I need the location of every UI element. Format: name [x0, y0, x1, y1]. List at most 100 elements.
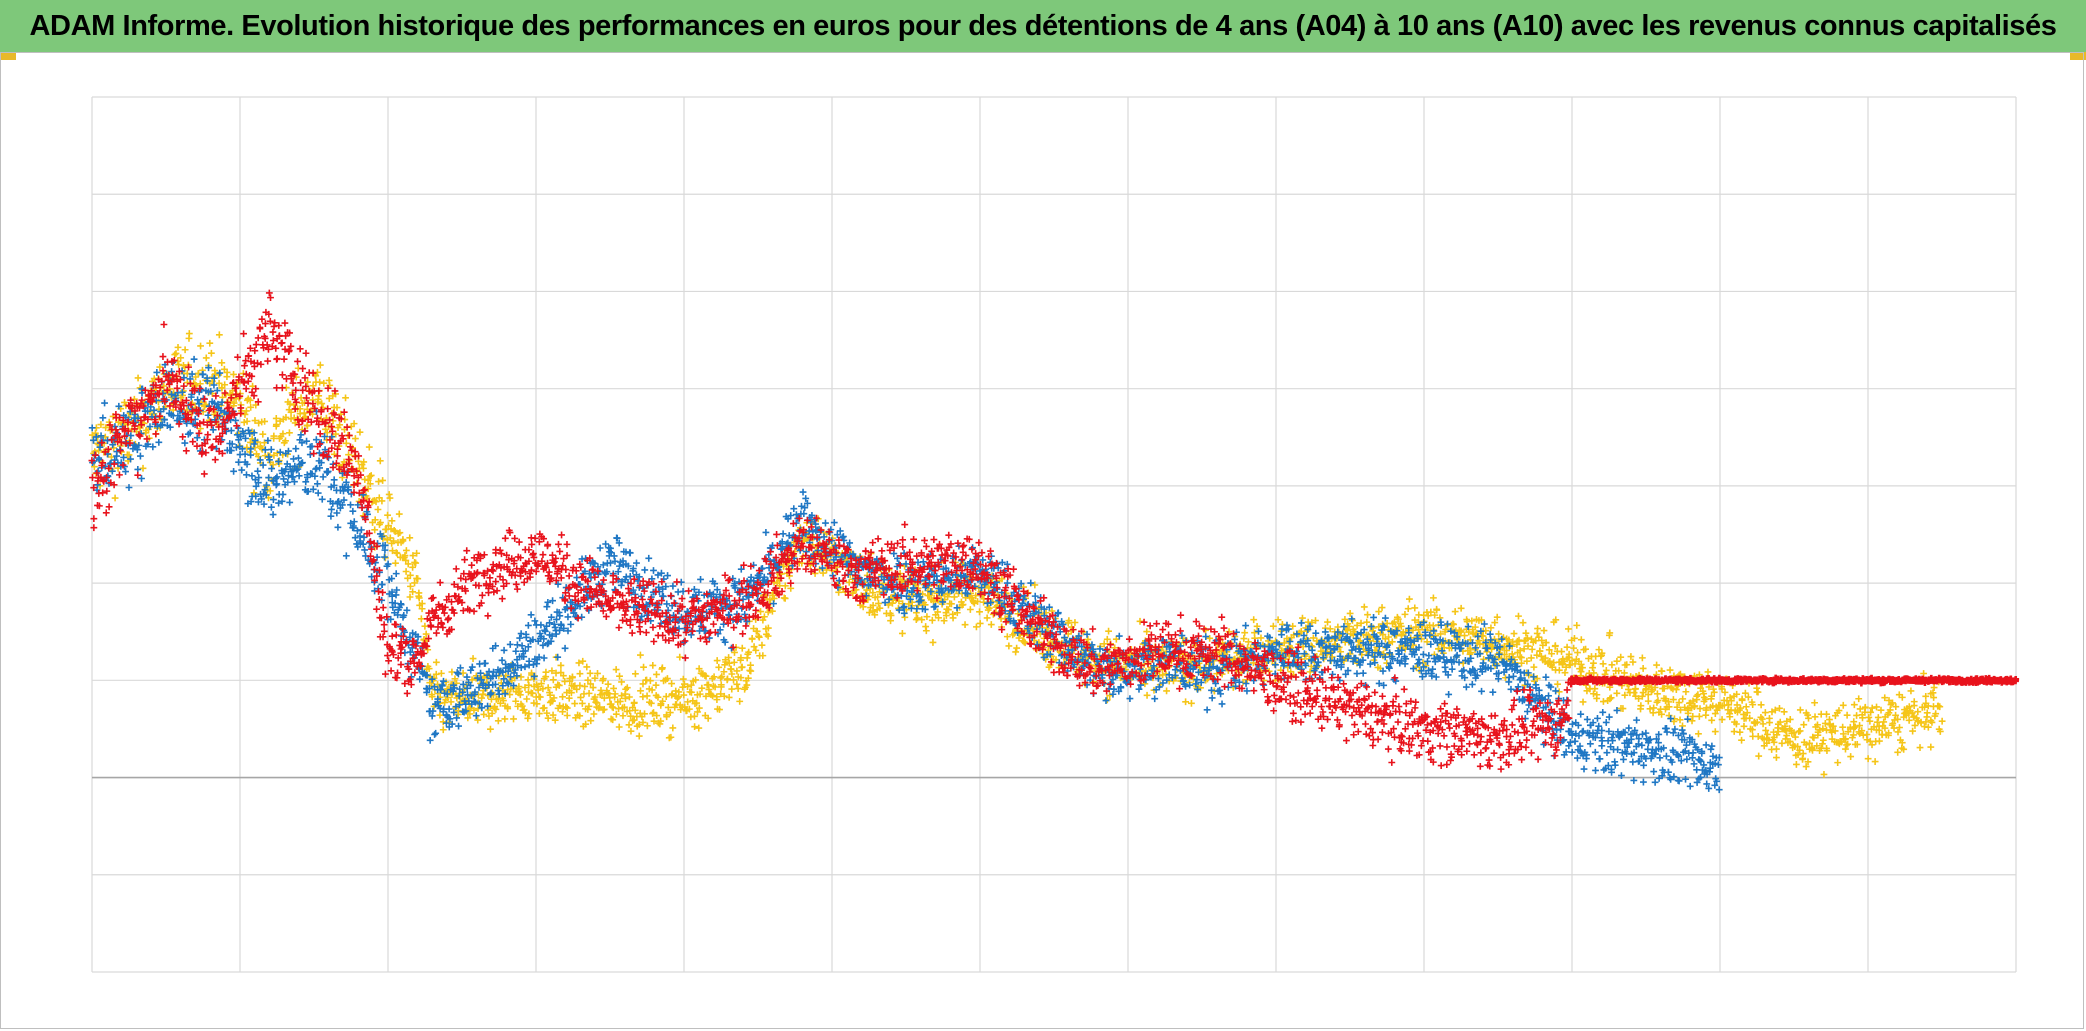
data-point — [1424, 612, 1432, 620]
data-point — [238, 466, 246, 474]
data-point — [769, 607, 776, 615]
data-point — [91, 429, 99, 437]
data-point — [942, 612, 950, 619]
data-point — [1571, 660, 1579, 668]
data-point — [603, 689, 611, 697]
data-point — [105, 503, 113, 511]
data-point — [1542, 639, 1550, 647]
data-point — [360, 458, 368, 466]
data-point — [156, 363, 164, 371]
data-point — [494, 717, 502, 725]
corner-accent-left — [0, 52, 16, 60]
data-point — [639, 680, 647, 688]
data-point — [1437, 630, 1444, 638]
data-point — [1577, 660, 1585, 668]
data-point — [544, 684, 552, 692]
data-point — [421, 622, 429, 630]
data-point — [730, 658, 738, 666]
data-point — [1690, 760, 1698, 768]
data-point — [1473, 629, 1481, 637]
data-point — [1623, 661, 1631, 669]
data-point — [568, 689, 575, 697]
data-point — [330, 476, 338, 484]
data-point — [188, 399, 196, 407]
data-point — [1592, 767, 1599, 774]
data-point — [1577, 668, 1585, 676]
data-point — [304, 421, 311, 429]
data-point — [1627, 653, 1635, 660]
data-point — [1799, 750, 1807, 757]
data-point — [1218, 700, 1226, 708]
data-point — [1397, 622, 1405, 630]
data-point — [1250, 616, 1258, 624]
data-point — [608, 703, 616, 711]
data-point — [637, 651, 644, 659]
data-point — [555, 682, 563, 689]
data-point — [1324, 618, 1331, 626]
data-point — [764, 624, 772, 632]
data-point — [464, 714, 472, 722]
data-point — [1388, 638, 1396, 646]
data-point — [406, 534, 414, 542]
data-point — [713, 696, 721, 704]
data-point — [534, 686, 542, 694]
data-point — [218, 359, 226, 367]
data-point — [781, 582, 789, 590]
data-point — [759, 652, 767, 660]
data-point — [1326, 625, 1334, 633]
data-point — [737, 654, 745, 662]
data-point — [501, 715, 509, 723]
data-point — [1522, 629, 1530, 637]
data-point — [1573, 621, 1581, 629]
data-point — [557, 662, 565, 669]
data-point — [474, 716, 482, 724]
data-point — [506, 641, 514, 648]
data-point — [731, 649, 738, 656]
data-point — [122, 468, 129, 475]
data-point — [1586, 740, 1594, 748]
data-point — [658, 665, 666, 673]
data-point — [630, 716, 638, 724]
data-point — [876, 588, 883, 596]
data-point — [1467, 649, 1475, 656]
data-point — [1638, 654, 1646, 662]
data-point — [653, 712, 661, 719]
data-point — [1102, 697, 1110, 704]
data-point — [1617, 653, 1625, 661]
data-point — [232, 417, 239, 424]
data-point — [364, 476, 372, 484]
data-point — [425, 665, 433, 673]
data-point — [1684, 707, 1692, 714]
data-point — [595, 704, 603, 712]
data-point — [455, 722, 462, 730]
data-point — [1360, 603, 1368, 611]
data-point — [1850, 701, 1858, 709]
chart-title: ADAM Informe. Evolution historique des p… — [29, 9, 2057, 42]
data-point — [1151, 695, 1159, 703]
data-point — [1696, 756, 1704, 764]
data-point — [1379, 631, 1387, 639]
data-point — [312, 465, 320, 473]
data-point — [1401, 610, 1409, 618]
data-point — [454, 670, 462, 678]
data-point — [1415, 626, 1422, 634]
data-point — [1487, 624, 1495, 632]
data-point — [611, 690, 619, 698]
data-point — [524, 714, 532, 722]
data-point — [1545, 692, 1552, 700]
data-point — [366, 472, 374, 480]
data-point — [734, 685, 742, 692]
data-point — [1676, 716, 1684, 724]
data-point — [1537, 652, 1545, 660]
data-point — [691, 712, 698, 720]
data-point — [479, 690, 487, 698]
data-point — [88, 424, 96, 432]
data-point — [102, 509, 110, 517]
data-point — [543, 709, 551, 717]
data-point — [1695, 730, 1702, 738]
data-point — [717, 674, 725, 682]
data-point — [1489, 642, 1497, 650]
data-point — [221, 381, 229, 389]
data-point — [1800, 721, 1808, 729]
data-point — [1363, 618, 1371, 626]
